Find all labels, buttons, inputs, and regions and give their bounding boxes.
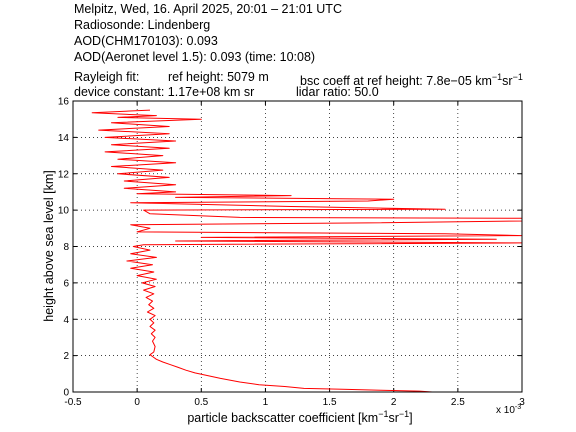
bsc-coeff: bsc coeff at ref height: 7.8e−05 km−1sr−… bbox=[300, 69, 523, 89]
backscatter-profile-line bbox=[91, 109, 523, 393]
header-line-1: Melpitz, Wed, 16. April 2025, 20:01 – 21… bbox=[74, 2, 342, 16]
y-tick-label: 4 bbox=[63, 315, 69, 326]
bsc-coeff-exp-2: −1 bbox=[512, 72, 523, 82]
grid bbox=[73, 101, 522, 392]
y-axis-label: height above sea level [km] bbox=[42, 170, 56, 321]
x-tick-label: 1 bbox=[263, 397, 269, 408]
ref-height: ref height: 5079 m bbox=[168, 70, 269, 84]
x-tick-label: 0.5 bbox=[194, 397, 208, 408]
y-tick-label: 2 bbox=[63, 351, 69, 362]
x-axis: -0.5 0 0.5 1 1.5 2 2.5 3 bbox=[64, 101, 525, 408]
y-tick-label: 6 bbox=[63, 278, 69, 289]
bsc-coeff-sr: sr bbox=[502, 74, 513, 89]
x-axis-multiplier: x 10-3 bbox=[496, 404, 521, 416]
series-group bbox=[91, 109, 523, 393]
x-axis-label: particle backscatter coefficient [km−1sr… bbox=[187, 409, 412, 425]
y-tick-label: 0 bbox=[63, 388, 69, 399]
plot-frame bbox=[72, 100, 523, 393]
header-line-3: AOD(CHM170103): 0.093 bbox=[74, 34, 218, 48]
x-tick-label: 2.5 bbox=[451, 397, 465, 408]
y-tick-label: 8 bbox=[63, 242, 69, 253]
x-tick-label: 0 bbox=[134, 397, 140, 408]
device-constant: device constant: 1.17e+08 km sr bbox=[74, 85, 255, 99]
bsc-coeff-prefix: bsc coeff at ref height: 7.8e−05 km bbox=[300, 74, 492, 89]
y-axis: 0 2 4 6 8 10 12 14 16 bbox=[58, 97, 522, 399]
x-tick-label: 3 bbox=[519, 397, 525, 408]
lidar-ratio: lidar ratio: 50.0 bbox=[296, 85, 379, 99]
x-tick-label: -0.5 bbox=[64, 397, 82, 408]
header-line-2: Radiosonde: Lindenberg bbox=[74, 18, 211, 32]
y-tick-label: 16 bbox=[58, 97, 70, 108]
x-tick-label: 1.5 bbox=[323, 397, 337, 408]
header-line-4: AOD(Aeronet level 1.5): 0.093 (time: 10:… bbox=[74, 50, 316, 64]
bsc-coeff-exp-1: −1 bbox=[491, 72, 503, 82]
rayleigh-fit-label: Rayleigh fit: bbox=[74, 70, 140, 84]
y-tick-label: 14 bbox=[58, 133, 70, 144]
y-tick-label: 12 bbox=[58, 169, 70, 180]
x-tick-label: 2 bbox=[391, 397, 397, 408]
y-tick-label: 10 bbox=[58, 206, 70, 217]
